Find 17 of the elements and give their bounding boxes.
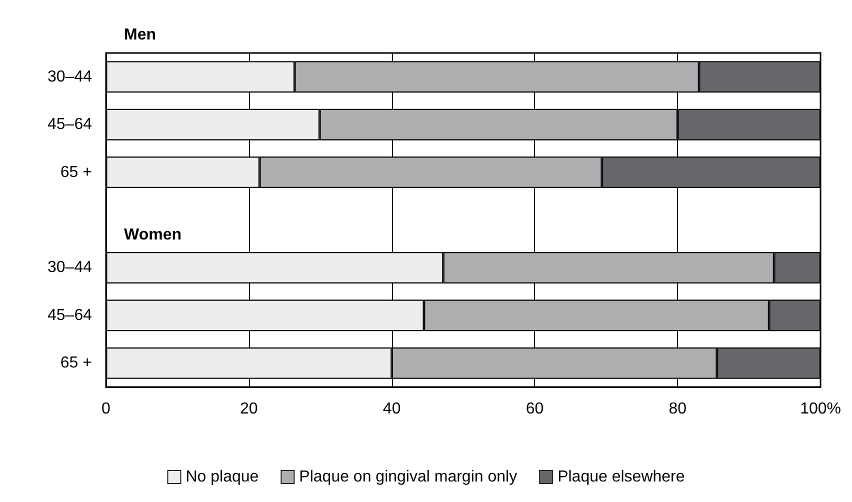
legend-label: No plaque xyxy=(186,468,259,486)
y-tick-label: 65 + xyxy=(60,164,92,181)
x-tick-label: 40 xyxy=(382,400,401,418)
y-tick-label: 45–64 xyxy=(48,116,92,134)
y-tick-label: 30–44 xyxy=(48,259,92,276)
x-tick-label: 20 xyxy=(240,400,258,418)
x-tick-label: 60 xyxy=(526,400,544,418)
x-tick-label: 0 xyxy=(102,400,111,418)
annotation: Women xyxy=(124,226,182,244)
x-tick-label: 100% xyxy=(800,400,841,418)
x-tick-label: 80 xyxy=(668,400,687,418)
y-tick-label: 30–44 xyxy=(48,68,92,86)
text: Men xyxy=(124,26,156,44)
legend-label: Plaque on gingival margin only xyxy=(299,468,518,486)
y-tick-label: 45–64 xyxy=(48,306,92,324)
y-tick-label: 65 + xyxy=(60,354,92,372)
legend-label: Plaque elsewhere xyxy=(558,468,685,486)
